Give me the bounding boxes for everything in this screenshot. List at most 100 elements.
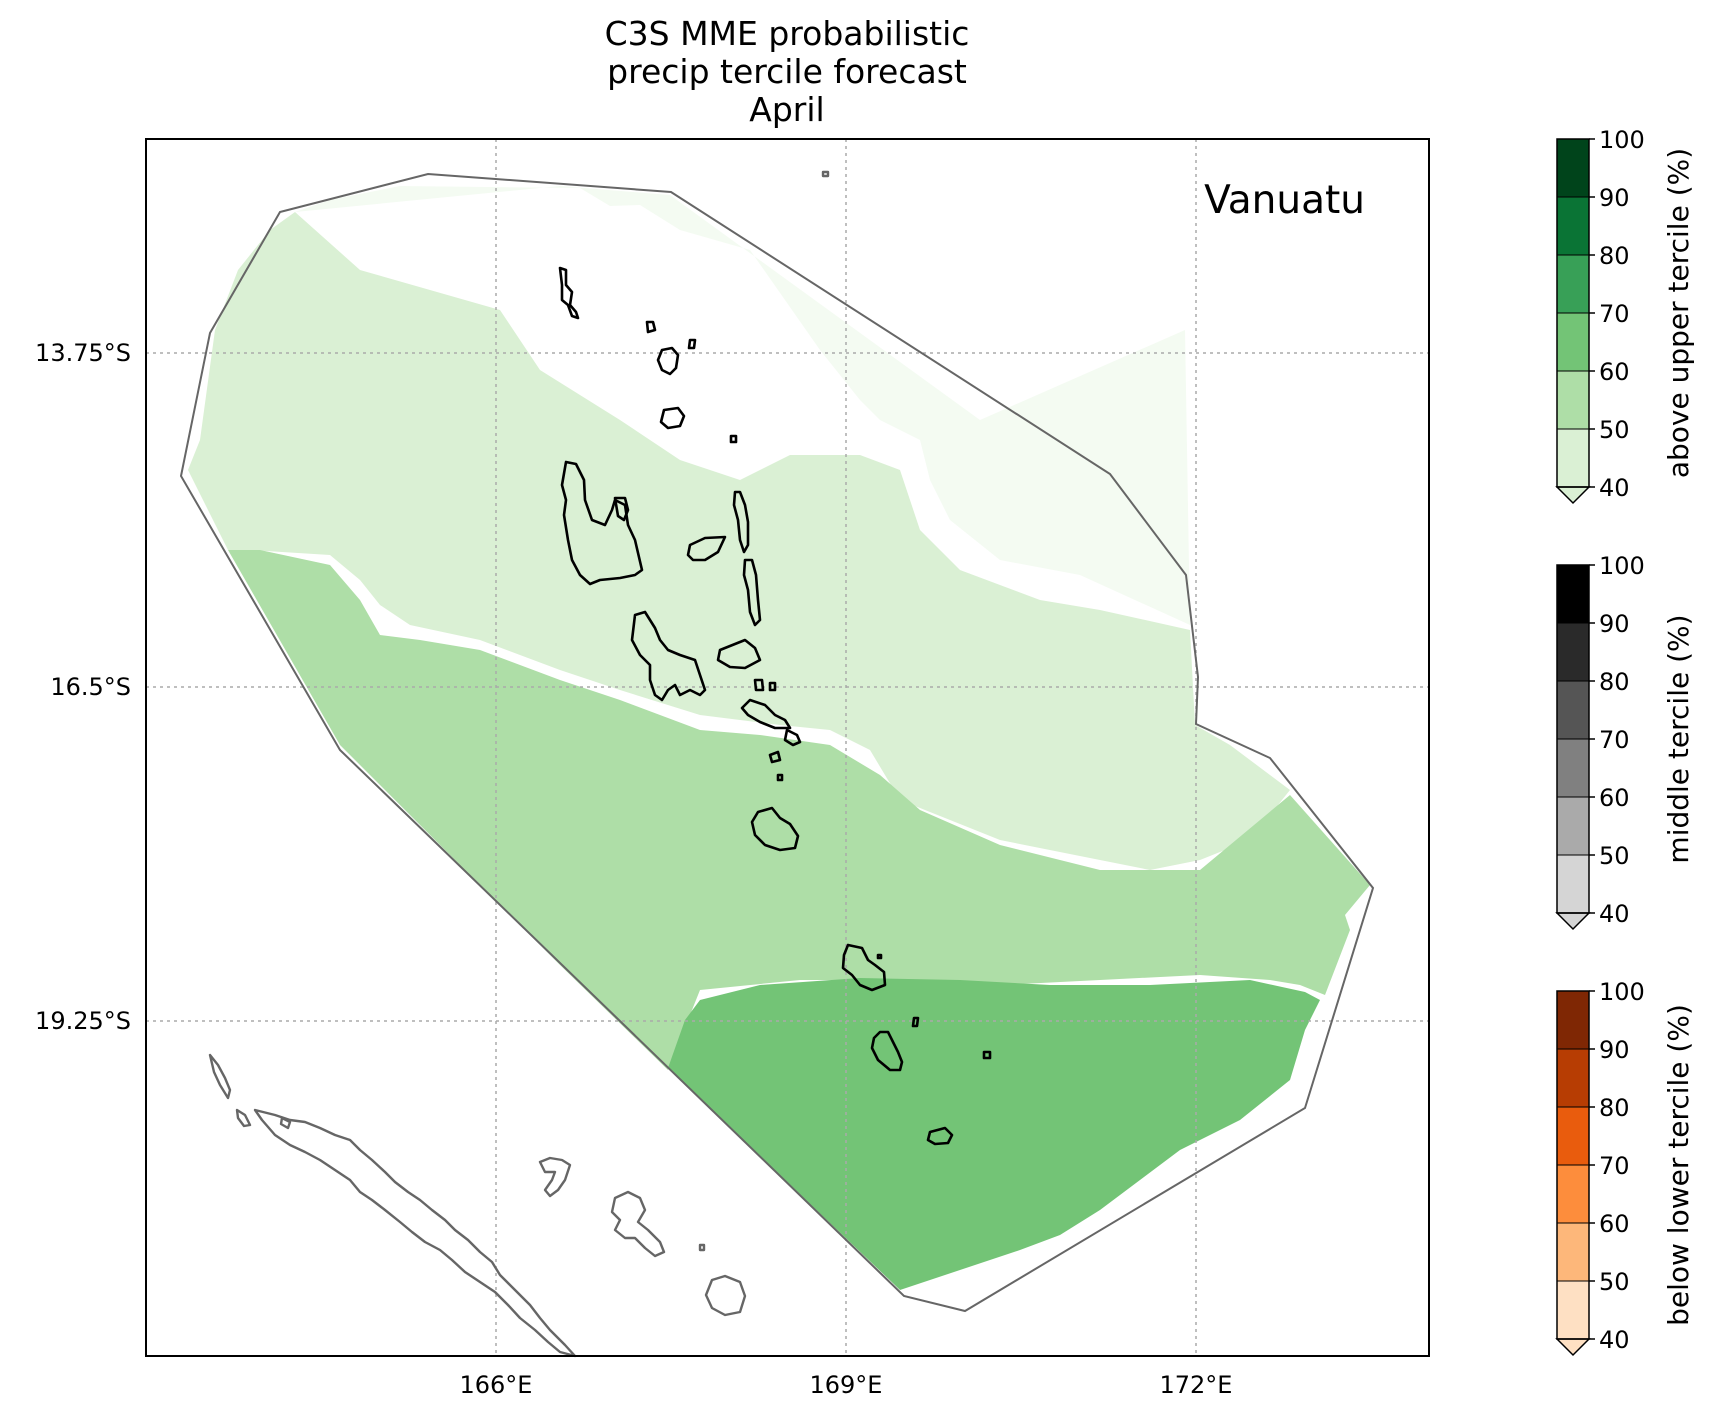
x-tick-172E: 172°E xyxy=(1160,1371,1233,1399)
colorbar-segment xyxy=(1557,1223,1589,1281)
colorbar-segment xyxy=(1557,623,1589,681)
colorbar-middle: 100 90 80 70 60 50 40 middle tercile (%) xyxy=(1555,552,1695,931)
colorbar-segment xyxy=(1557,139,1589,197)
island-ambae xyxy=(686,535,727,562)
y-tick-13-75S: 13.75°S xyxy=(35,339,131,367)
colorbar-extend-arrow xyxy=(1555,1338,1591,1357)
colorbar-above: 100 90 80 70 60 50 40 above upper tercile (%) xyxy=(1555,126,1695,505)
colorbar-label: above upper tercile (%) xyxy=(1662,148,1695,478)
island-erromango xyxy=(841,943,887,992)
island-efate xyxy=(750,806,800,852)
y-tick-16-5S: 16.5°S xyxy=(50,673,131,701)
title-line-1: C3S MME probabilistic xyxy=(605,14,970,53)
island-banks-1 xyxy=(645,320,657,334)
colorbars: 100 90 80 70 60 50 40 above upper tercile (%) 1… xyxy=(1555,126,1695,1357)
nc-islet-3 xyxy=(698,1243,706,1252)
x-tick-166E: 166°E xyxy=(460,1371,533,1399)
new-caledonia xyxy=(208,170,830,1358)
island-banks-4 xyxy=(659,406,686,430)
colorbar-segment xyxy=(1557,991,1589,1049)
colorbar-tick-label: 70 xyxy=(1599,300,1630,328)
shading-mid xyxy=(228,550,1370,1070)
colorbar-segment xyxy=(1557,565,1589,623)
colorbar-segment xyxy=(1557,313,1589,371)
island-small-b xyxy=(776,773,784,782)
colorbar-tick-label: 50 xyxy=(1599,1268,1630,1296)
grande-terre xyxy=(253,1108,577,1358)
colorbar-tick-label: 90 xyxy=(1599,1036,1630,1064)
shading-lightest xyxy=(295,186,1190,625)
colorbar-tick-label: 60 xyxy=(1599,1210,1630,1238)
vanuatu-islands xyxy=(558,266,992,1146)
colorbar-segment xyxy=(1557,855,1589,913)
figure-title: C3S MME probabilistic precip tercile for… xyxy=(605,14,970,129)
colorbar-tick-label: 70 xyxy=(1599,1152,1630,1180)
island-epi xyxy=(740,698,792,730)
nc-islet-1 xyxy=(235,1108,252,1128)
colorbar-segment xyxy=(1557,197,1589,255)
island-lopevi xyxy=(768,681,777,692)
colorbar-segment xyxy=(1557,681,1589,739)
colorbar-segment xyxy=(1557,739,1589,797)
nc-islet-4 xyxy=(821,170,830,178)
island-small-c xyxy=(876,953,883,960)
colorbar-segment xyxy=(1557,1165,1589,1223)
island-aniwa xyxy=(911,1016,920,1028)
island-tongoa xyxy=(783,728,802,747)
island-maewo xyxy=(732,490,750,554)
shading-dark xyxy=(668,978,1320,1290)
colorbar-segment xyxy=(1557,371,1589,429)
island-pentecost xyxy=(742,558,762,627)
colorbar-tick-label: 80 xyxy=(1599,242,1630,270)
colorbar-label: below lower tercile (%) xyxy=(1662,1004,1695,1326)
island-espiritu-santo xyxy=(560,460,644,586)
island-torres xyxy=(558,266,580,320)
colorbar-segment xyxy=(1557,797,1589,855)
colorbar-segment xyxy=(1557,429,1589,487)
island-ambrym xyxy=(716,638,762,670)
ouvea xyxy=(538,1156,572,1198)
colorbar-tick-label: 80 xyxy=(1599,668,1630,696)
island-santo-east xyxy=(613,496,630,522)
island-banks-2 xyxy=(656,346,680,376)
mare xyxy=(704,1274,747,1317)
island-paama xyxy=(753,678,765,692)
colorbar-segment xyxy=(1557,1049,1589,1107)
island-futuna xyxy=(982,1050,992,1060)
x-tick-169E: 169°E xyxy=(810,1371,883,1399)
colorbar-tick-label: 40 xyxy=(1599,1326,1630,1354)
nc-north-reef xyxy=(208,1053,232,1100)
colorbar-tick-label: 100 xyxy=(1599,126,1645,154)
y-axis-ticks: 13.75°S 16.5°S 19.25°S xyxy=(35,339,131,1035)
map-frame xyxy=(145,138,1430,1357)
colorbar-tick-label: 90 xyxy=(1599,610,1630,638)
colorbar-tick-label: 60 xyxy=(1599,784,1630,812)
nc-islet-2 xyxy=(279,1116,292,1130)
colorbar-tick-label: 90 xyxy=(1599,184,1630,212)
title-line-2: precip tercile forecast xyxy=(607,52,967,91)
colorbar-tick-label: 50 xyxy=(1599,416,1630,444)
colorbar-tick-label: 60 xyxy=(1599,358,1630,386)
island-banks-3 xyxy=(687,338,697,350)
x-axis-ticks: 166°E 169°E 172°E xyxy=(460,1371,1233,1399)
map-area: Vanuatu xyxy=(145,138,1430,1358)
colorbar-tick-label: 40 xyxy=(1599,474,1630,502)
colorbar-segment xyxy=(1557,255,1589,313)
colorbar-label: middle tercile (%) xyxy=(1662,614,1695,863)
colorbar-tick-label: 100 xyxy=(1599,552,1645,580)
eez-outline xyxy=(179,172,1375,1313)
island-emae xyxy=(768,750,782,764)
colorbar-tick-label: 80 xyxy=(1599,1094,1630,1122)
title-line-3: April xyxy=(749,90,824,129)
colorbar-extend-arrow xyxy=(1555,912,1591,931)
colorbar-below: 100 90 80 70 60 50 40 below lower tercile (%) xyxy=(1555,978,1695,1357)
colorbar-tick-label: 70 xyxy=(1599,726,1630,754)
colorbar-extend-arrow xyxy=(1555,486,1591,505)
colorbar-tick-label: 40 xyxy=(1599,900,1630,928)
colorbar-segment xyxy=(1557,1281,1589,1339)
island-aneityum xyxy=(926,1126,954,1146)
island-tanna xyxy=(870,1030,904,1072)
island-small-a xyxy=(729,434,738,444)
y-tick-19-25S: 19.25°S xyxy=(35,1007,131,1035)
